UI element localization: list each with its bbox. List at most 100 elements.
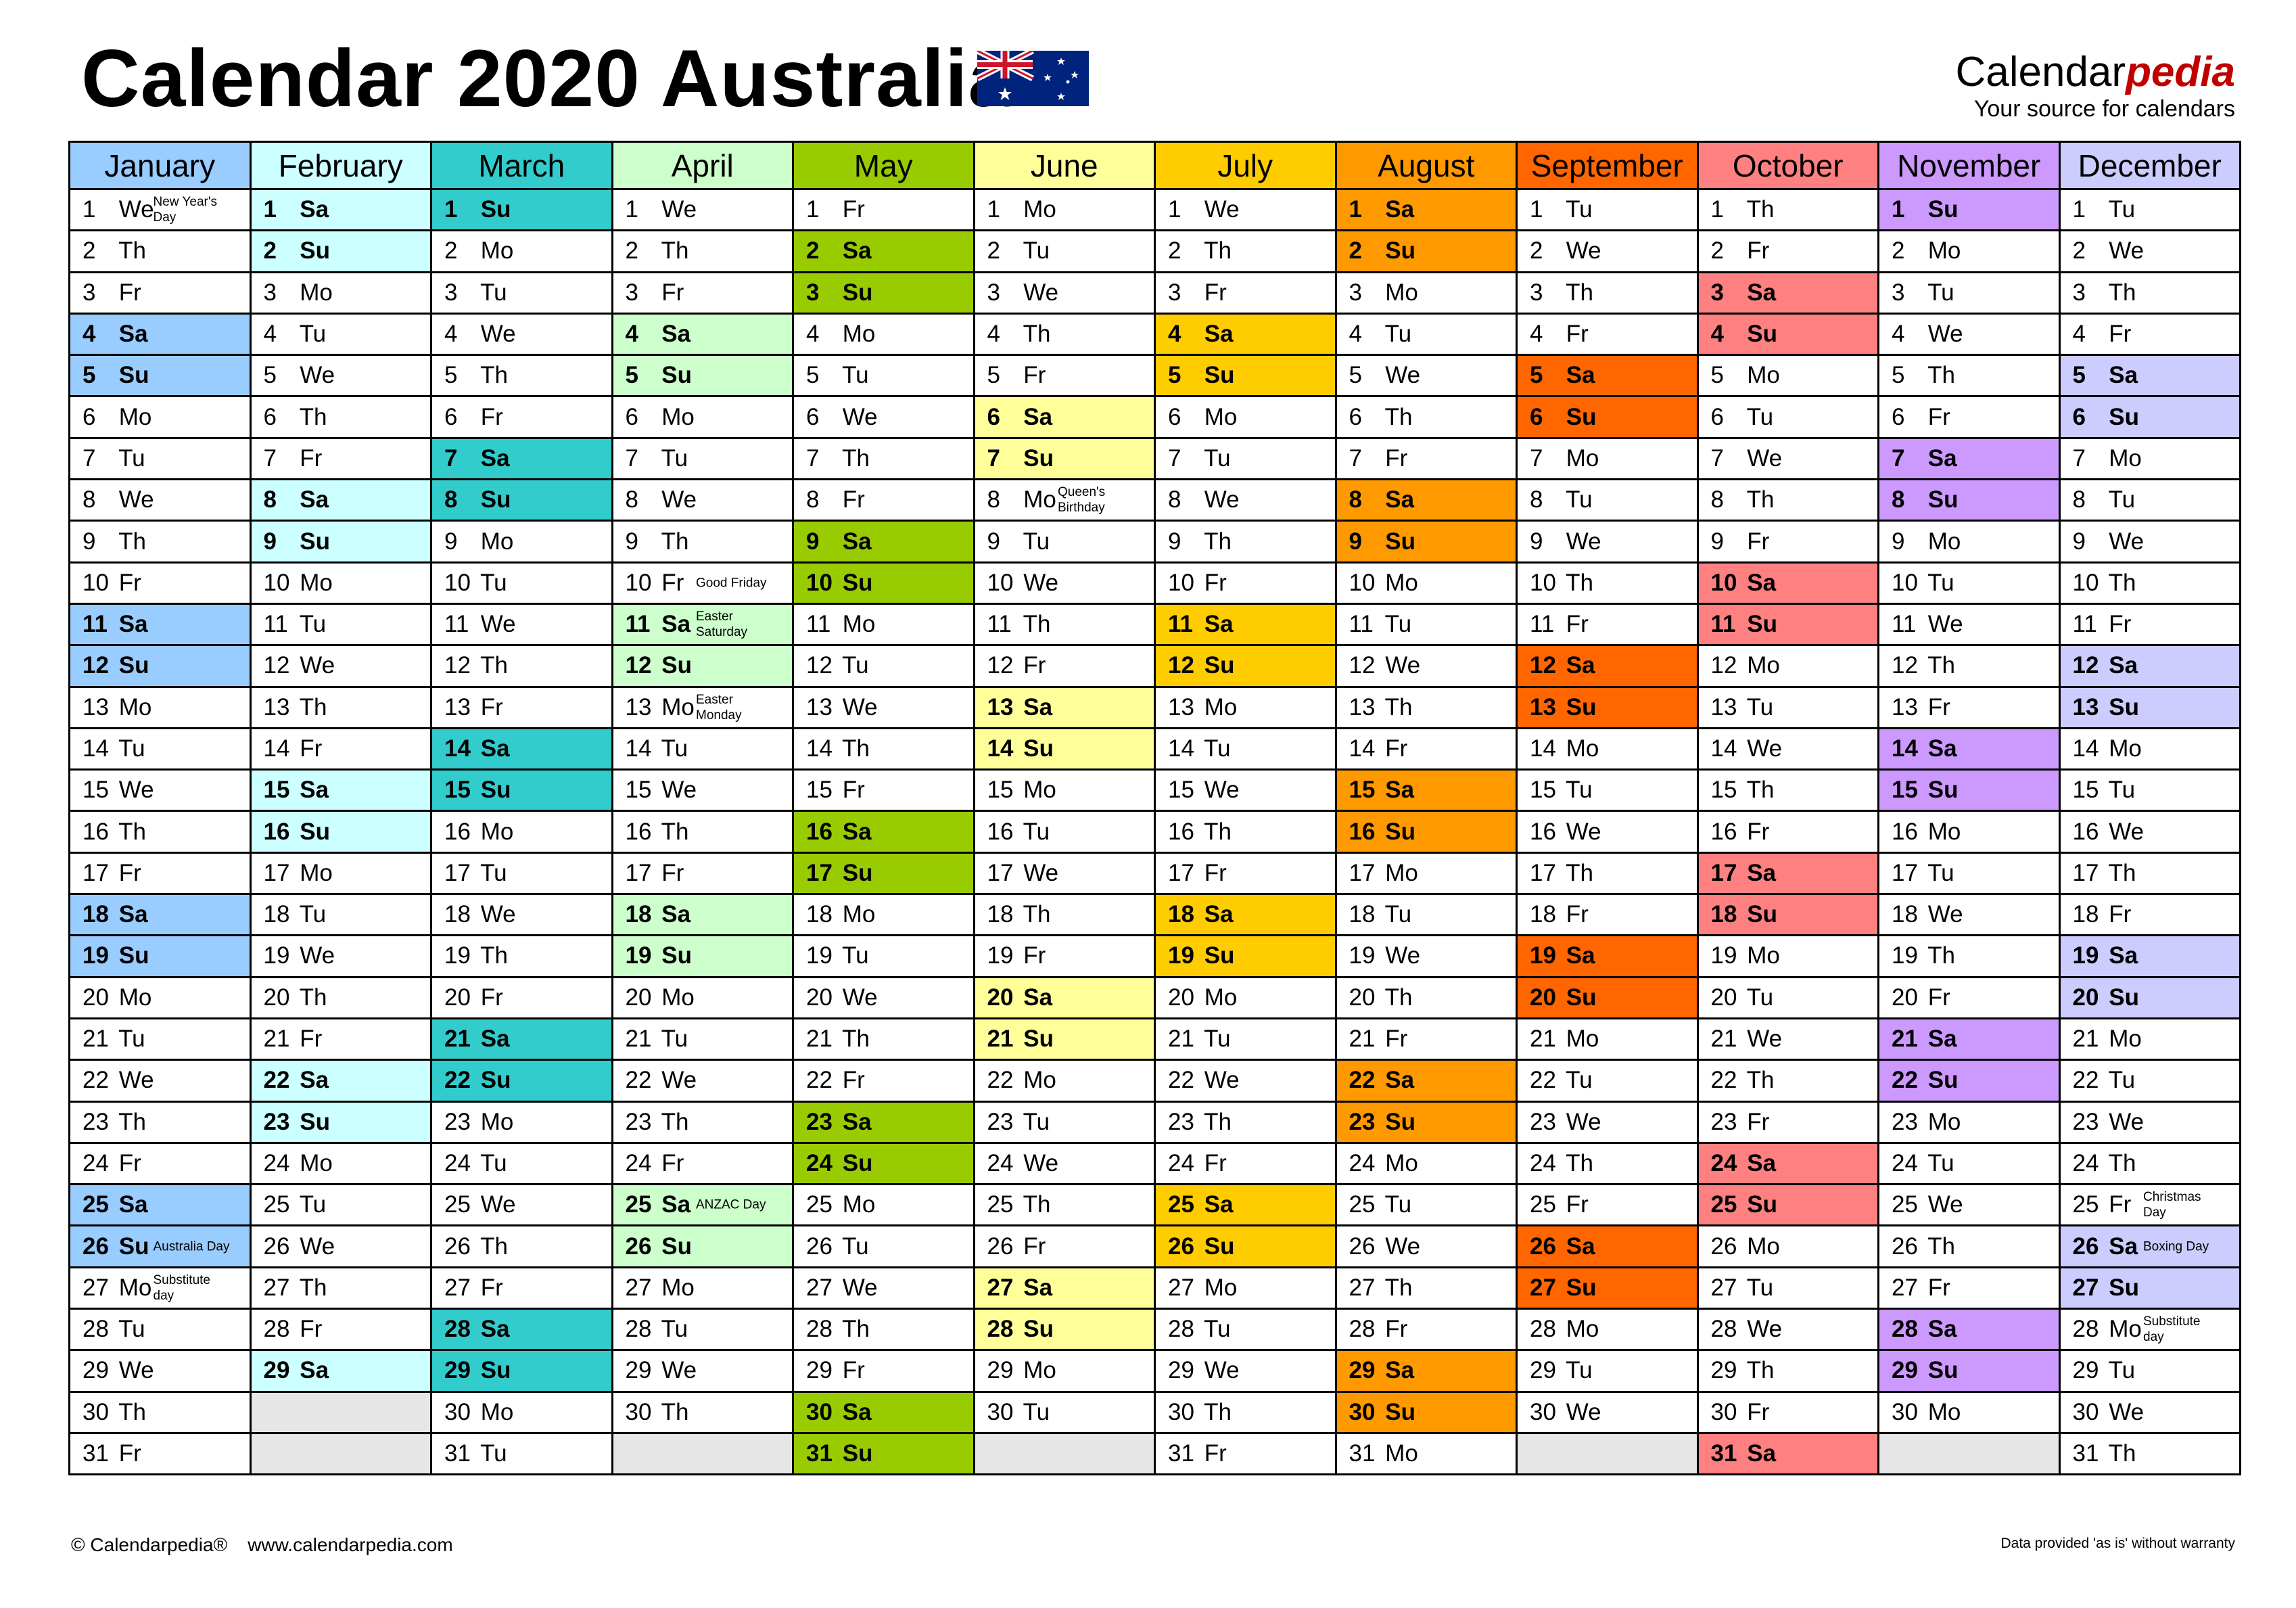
day-number: 28 <box>444 1316 471 1343</box>
day-cell: 6 Tu <box>1696 395 1879 439</box>
day-number: 7 <box>2072 444 2086 472</box>
day-cell: 3 Th <box>1516 271 1699 315</box>
day-cell: 21 Su <box>973 1017 1156 1061</box>
weekday-label: We <box>118 486 154 513</box>
day-cell: 13 Su <box>1516 685 1699 729</box>
day-cell: 31 Sa <box>1696 1431 1879 1476</box>
day-cell: 13 Sa <box>973 685 1156 729</box>
day-cell: 30 Mo <box>1877 1390 2061 1434</box>
day-cell: 17 Fr <box>68 851 252 896</box>
day-cell: 12 Tu <box>792 644 975 688</box>
day-cell: 16 Su <box>1334 810 1518 854</box>
day-cell: 17 Sa <box>1696 851 1879 896</box>
day-cell: 24 Mo <box>249 1141 432 1186</box>
footer-url[interactable]: www.calendarpedia.com <box>248 1534 453 1555</box>
weekday-label: Th <box>299 1274 327 1301</box>
day-number: 25 <box>987 1191 1014 1218</box>
day-number: 12 <box>1710 652 1737 679</box>
day-cell: 15 Sa <box>1334 768 1518 812</box>
day-cell: 22 Sa <box>1334 1059 1518 1103</box>
brand-name-accent: pedia <box>2126 49 2235 95</box>
day-number: 12 <box>1530 652 1556 679</box>
day-cell: 6 Sa <box>973 395 1156 439</box>
day-cell: 12 Su <box>611 644 794 688</box>
day-cell: 28 Mo Substitute day <box>2058 1308 2241 1352</box>
day-number: 25 <box>1349 1191 1376 1218</box>
day-cell: 21 Fr <box>249 1017 432 1061</box>
brand-name-main: Calendar <box>1955 49 2126 95</box>
day-cell: 15 Su <box>1877 768 2061 812</box>
day-number: 27 <box>806 1274 833 1301</box>
weekday-label: We <box>2109 1108 2145 1135</box>
day-cell: 28 We <box>1696 1308 1879 1352</box>
day-number: 23 <box>987 1108 1014 1135</box>
weekday-label: Su <box>118 942 149 969</box>
day-row: 13 Mo 13 Th 13 Fr 13 Mo Easter Monday 13 We 13… <box>68 685 2241 729</box>
day-cell: 18 We <box>430 893 613 937</box>
day-cell: 10 Fr Good Friday <box>611 561 794 605</box>
weekday-label: We <box>1023 569 1059 596</box>
weekday-label: Fr <box>1747 1398 1770 1425</box>
day-cell: 7 Mo <box>2058 436 2241 481</box>
day-cell: 10 Fr <box>1154 561 1337 605</box>
weekday-label: Mo <box>1927 237 1961 265</box>
day-number: 3 <box>1349 279 1362 306</box>
month-header-march: March <box>430 141 613 190</box>
day-cell: 27 Fr <box>430 1266 613 1310</box>
weekday-label: Th <box>2108 1440 2136 1467</box>
weekday-label: Mo <box>842 901 876 928</box>
weekday-label: We <box>1023 859 1059 886</box>
day-number: 19 <box>83 942 109 969</box>
day-cell: 19 Su <box>611 934 794 978</box>
weekday-label: Th <box>480 1233 508 1260</box>
weekday-label: Fr <box>1747 818 1770 845</box>
day-cell: 25 Sa <box>68 1183 252 1227</box>
day-number: 11 <box>2072 611 2097 638</box>
day-number: 2 <box>625 237 638 265</box>
day-number: 6 <box>2072 403 2086 430</box>
weekday-label: Fr <box>842 196 865 223</box>
day-cell: 10 Th <box>2058 561 2241 605</box>
day-cell: 12 Th <box>1877 644 2061 688</box>
day-number: 2 <box>987 237 1000 265</box>
day-cell: 22 Tu <box>2058 1059 2241 1103</box>
weekday-label: Tu <box>480 1149 507 1176</box>
weekday-label: Su <box>1204 942 1235 969</box>
day-number: 1 <box>2072 196 2086 223</box>
day-cell: 10 Mo <box>1334 561 1518 605</box>
weekday-label: Fr <box>842 777 865 804</box>
day-cell: 29 Su <box>430 1349 613 1393</box>
day-number: 21 <box>987 1026 1014 1053</box>
weekday-label: Th <box>118 528 146 555</box>
weekday-label: Fr <box>1023 942 1046 969</box>
weekday-label: Tu <box>118 1316 145 1343</box>
weekday-label: Sa <box>118 901 148 928</box>
day-number: 3 <box>1530 279 1543 306</box>
day-number: 1 <box>1710 196 1724 223</box>
day-number: 21 <box>83 1026 109 1053</box>
weekday-label: Mo <box>661 403 695 430</box>
weekday-label: We <box>661 486 697 513</box>
weekday-label: Fr <box>300 444 323 472</box>
day-cell: 24 Mo <box>1334 1141 1518 1186</box>
weekday-label: We <box>1566 237 1601 265</box>
day-cell: 22 Tu <box>1516 1059 1699 1103</box>
weekday-label: We <box>1747 1026 1783 1053</box>
day-number: 14 <box>1530 735 1556 762</box>
weekday-label: Fr <box>1023 652 1046 679</box>
day-number: 16 <box>625 818 652 845</box>
month-header-may: May <box>792 141 975 190</box>
day-cell: 3 Tu <box>1877 271 2061 315</box>
day-number: 17 <box>83 859 109 886</box>
weekday-label: We <box>1747 1316 1783 1343</box>
day-number: 8 <box>1710 486 1724 513</box>
weekday-label: Su <box>1023 444 1054 472</box>
day-cell: 26 Fr <box>973 1224 1156 1268</box>
day-cell: 8 Th <box>1696 478 1879 522</box>
day-number: 6 <box>1349 403 1362 430</box>
weekday-label: Mo <box>1023 486 1056 513</box>
day-number: 1 <box>263 196 277 223</box>
day-cell: 24 Fr <box>68 1141 252 1186</box>
day-cell: 13 Th <box>249 685 432 729</box>
day-number: 29 <box>444 1357 471 1384</box>
